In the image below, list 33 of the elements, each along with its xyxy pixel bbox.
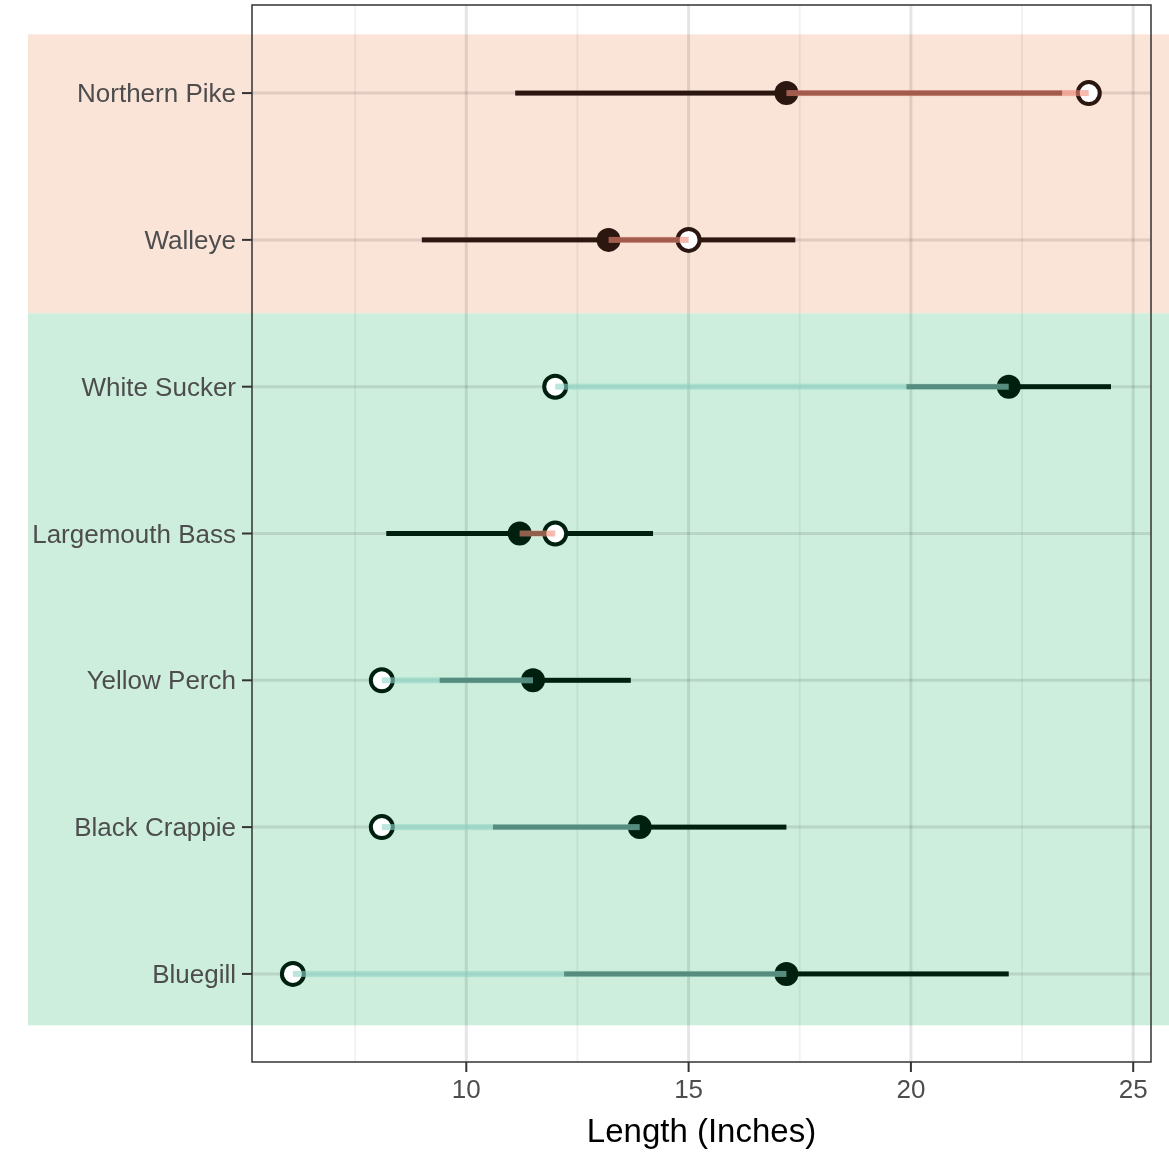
bar — [519, 530, 556, 537]
point — [1075, 80, 1102, 107]
point — [627, 815, 652, 840]
y-tick-label: Yellow Perch — [86, 665, 236, 696]
point — [675, 226, 702, 253]
x-tick-label: 10 — [451, 1074, 481, 1104]
point — [279, 960, 306, 987]
point — [368, 667, 395, 694]
point — [774, 961, 799, 986]
bar — [381, 824, 640, 831]
point — [774, 81, 799, 106]
x-axis-title: Length (Inches) — [586, 1112, 817, 1149]
bar — [555, 383, 1009, 390]
x-tick-label: 15 — [674, 1074, 704, 1104]
point — [996, 374, 1021, 399]
y-tick-label: Largemouth Bass — [32, 518, 236, 549]
y-tick-label: White Sucker — [81, 371, 237, 402]
bar — [381, 677, 533, 684]
x-tick-label: 20 — [896, 1074, 926, 1104]
point — [368, 814, 395, 841]
point — [542, 373, 569, 400]
x-tick-label: 25 — [1118, 1074, 1148, 1104]
point — [542, 520, 569, 547]
y-tick-label: Bluegill — [152, 959, 236, 990]
bar — [608, 236, 689, 243]
y-tick-label: Black Crappie — [74, 812, 236, 843]
point — [596, 227, 621, 252]
bar — [292, 970, 787, 977]
y-tick-label: Northern Pike — [77, 78, 236, 109]
bar — [786, 90, 1089, 97]
point — [520, 668, 545, 693]
y-tick-label: Walleye — [144, 224, 236, 255]
point — [507, 521, 532, 546]
